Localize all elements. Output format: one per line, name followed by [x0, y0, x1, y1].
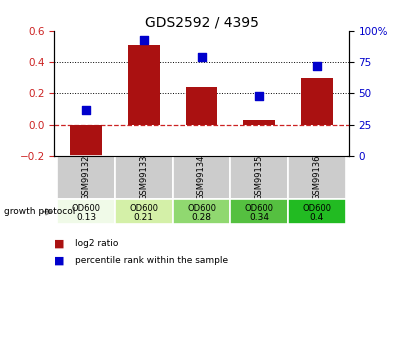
Text: 0.13: 0.13: [76, 213, 96, 222]
Bar: [243, 120, 275, 125]
Bar: [186, 87, 217, 125]
Bar: [288, 156, 346, 199]
Point: [141, 37, 147, 42]
Bar: [70, 125, 102, 159]
Text: OD600: OD600: [129, 204, 158, 213]
Text: percentile rank within the sample: percentile rank within the sample: [75, 256, 228, 265]
Text: 0.21: 0.21: [134, 213, 154, 222]
Title: GDS2592 / 4395: GDS2592 / 4395: [145, 16, 258, 30]
Bar: [231, 156, 288, 199]
Text: OD600: OD600: [187, 204, 216, 213]
Text: ■: ■: [54, 256, 65, 265]
Text: GSM99136: GSM99136: [312, 155, 321, 200]
Text: OD600: OD600: [245, 204, 274, 213]
Bar: [115, 156, 172, 199]
Text: GSM99133: GSM99133: [139, 155, 148, 200]
Point: [83, 107, 89, 112]
Point: [256, 93, 262, 99]
Text: growth protocol: growth protocol: [4, 207, 75, 216]
Bar: [301, 78, 333, 125]
Bar: [128, 45, 160, 125]
Text: GSM99134: GSM99134: [197, 155, 206, 200]
Bar: [115, 199, 172, 224]
Point: [198, 55, 205, 60]
Bar: [172, 199, 231, 224]
Text: log2 ratio: log2 ratio: [75, 239, 118, 248]
Bar: [172, 156, 231, 199]
Text: 0.34: 0.34: [249, 213, 269, 222]
Bar: [288, 199, 346, 224]
Point: [314, 63, 320, 69]
Text: GSM99135: GSM99135: [255, 155, 264, 200]
Text: ■: ■: [54, 238, 65, 248]
Bar: [57, 199, 115, 224]
Text: GSM99132: GSM99132: [82, 155, 91, 200]
Bar: [57, 156, 115, 199]
Text: 0.28: 0.28: [191, 213, 212, 222]
Bar: [231, 199, 288, 224]
Text: 0.4: 0.4: [310, 213, 324, 222]
Text: OD600: OD600: [72, 204, 101, 213]
Text: OD600: OD600: [302, 204, 331, 213]
